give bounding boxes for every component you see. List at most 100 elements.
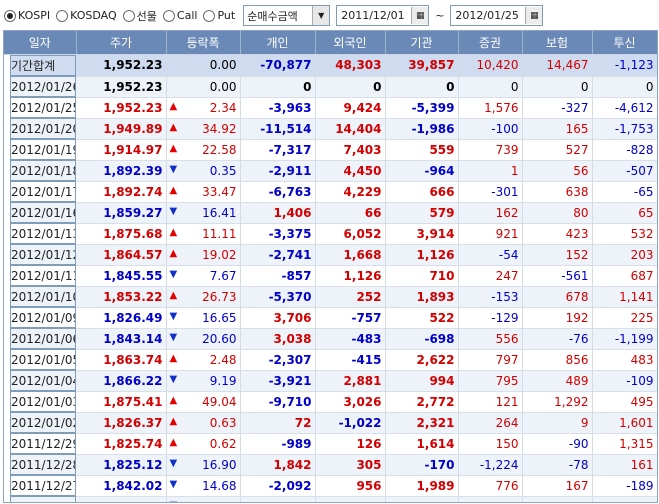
column-header[interactable]: 보험 (522, 31, 593, 55)
net-buy-cell: 10,420 (458, 54, 523, 77)
market-radio-kosdaq[interactable]: KOSDAQ (56, 8, 117, 24)
change-cell: 0.00 (166, 76, 241, 98)
net-buy-cell: -78 (522, 454, 593, 476)
net-buy-cell: 1,292 (522, 391, 593, 413)
net-buy-cell: 739 (458, 139, 523, 161)
table-row[interactable]: 2012/01/091,826.4916.653,706-757522-1291… (4, 307, 657, 329)
net-buy-cell: 225 (592, 307, 657, 329)
table-row[interactable]: 2012/01/051,863.742.48-2,307-4152,622797… (4, 349, 657, 371)
market-radio-선물[interactable]: 선물 (122, 8, 157, 24)
price-cell: 1,825.12 (76, 454, 167, 476)
column-header[interactable]: 주가 (76, 31, 167, 55)
column-header[interactable]: 기관 (385, 31, 459, 55)
net-buy-cell: -1,123 (592, 54, 657, 77)
net-buy-cell: -1,022 (315, 412, 386, 434)
net-buy-cell: -3,963 (240, 97, 316, 119)
column-header[interactable]: 일자 (4, 31, 77, 55)
net-buy-cell: 3,026 (315, 391, 386, 413)
net-buy-cell: 0 (385, 76, 459, 98)
market-radio-put[interactable]: Put (203, 8, 235, 24)
market-radio-label: 선물 (136, 9, 157, 23)
market-radio-group: KOSPI KOSDAQ 선물 Call Put (4, 8, 241, 24)
table-row[interactable]: 2012/01/111,845.557.67-8571,126710247-56… (4, 265, 657, 287)
table-row[interactable]: 2012/01/251,952.232.34-3,9639,424-5,3991… (4, 97, 657, 119)
net-buy-cell: 423 (522, 223, 593, 245)
column-header[interactable]: 외국인 (315, 31, 386, 55)
radio-unchecked-icon[interactable] (56, 9, 69, 22)
change-cell: 14.68 (166, 475, 241, 497)
change-cell: 22.58 (166, 139, 241, 161)
column-header[interactable]: 증권 (458, 31, 523, 55)
date-cell: 2012/01/11 (10, 265, 76, 286)
table-row[interactable]: 2012/01/131,875.6811.11-3,3756,0523,9149… (4, 223, 657, 245)
change-cell: 0.63 (166, 412, 241, 434)
table-row[interactable]: 2011/12/281,825.1216.901,842305-170-1,22… (4, 454, 657, 476)
calendar-icon[interactable]: ▦ (525, 7, 543, 24)
net-buy-cell: -561 (522, 265, 593, 287)
net-buy-cell: 638 (522, 181, 593, 203)
investor-flow-grid[interactable]: 일자 주가 등락폭 개인 외국인 기관 증권 보험 투신 기간합계 1,952.23 0.00 -70… (3, 30, 658, 503)
net-buy-cell: -54 (458, 244, 523, 266)
price-cell: 1,859.27 (76, 202, 167, 224)
column-header[interactable]: 등락폭 (166, 31, 241, 55)
change-cell: 0.35 (166, 160, 241, 182)
table-row[interactable]: 2012/01/041,866.229.19-3,9212,8819947954… (4, 370, 657, 392)
price-cell: 1,892.74 (76, 181, 167, 203)
period-total-row[interactable]: 기간합계 1,952.23 0.00 -70,877 48,303 39,857 10,42… (4, 54, 657, 77)
net-buy-cell: 856 (522, 349, 593, 371)
table-row[interactable]: 2012/01/171,892.7433.47-6,7634,229666-30… (4, 181, 657, 203)
column-header[interactable]: 투신 (592, 31, 657, 55)
net-buy-cell: 305 (315, 454, 386, 476)
start-date-field[interactable]: 2011/12/01 ▦ (336, 5, 430, 26)
metric-select[interactable]: 순매수금액 ▼ (243, 5, 331, 26)
net-buy-cell: 72 (240, 412, 316, 434)
net-buy-cell: 483 (592, 349, 657, 371)
table-row[interactable]: 2011/12/261,856.7010.52128819-53928235-5… (4, 496, 657, 502)
net-buy-cell: 0 (240, 76, 316, 98)
price-cell: 1,914.97 (76, 139, 167, 161)
net-buy-cell: 1,989 (385, 475, 459, 497)
column-header[interactable]: 개인 (240, 31, 316, 55)
net-buy-cell: -525 (592, 496, 657, 502)
radio-checked-icon[interactable] (4, 9, 16, 22)
table-row[interactable]: 2012/01/201,949.8934.92-11,51414,404-1,9… (4, 118, 657, 140)
table-row[interactable]: 2012/01/101,853.2226.73-5,3702521,893-15… (4, 286, 657, 308)
table-row[interactable]: 2012/01/26 1,952.23 0.00 0 0 0 0 0 0 (4, 76, 657, 98)
end-date-field[interactable]: 2012/01/25 ▦ (450, 5, 544, 26)
change-cell: 2.34 (166, 97, 241, 119)
radio-unchecked-icon[interactable] (162, 9, 175, 22)
net-buy-cell: 0 (522, 76, 593, 98)
price-cell: 1,949.89 (76, 118, 167, 140)
market-radio-call[interactable]: Call (162, 8, 197, 24)
net-buy-cell: -301 (458, 181, 523, 203)
net-buy-cell: 489 (522, 370, 593, 392)
table-row[interactable]: 2012/01/181,892.390.35-2,9114,450-964156… (4, 160, 657, 182)
radio-unchecked-icon[interactable] (203, 9, 216, 22)
price-cell: 1,875.41 (76, 391, 167, 413)
market-radio-kospi[interactable]: KOSPI (4, 8, 50, 24)
radio-unchecked-icon[interactable] (122, 9, 135, 22)
end-date-value[interactable]: 2012/01/25 (455, 9, 519, 22)
net-buy-cell: 2,881 (315, 370, 386, 392)
chevron-down-icon[interactable]: ▼ (312, 6, 330, 25)
net-buy-cell: 165 (522, 118, 593, 140)
table-row[interactable]: 2012/01/061,843.1420.603,038-483-698556-… (4, 328, 657, 350)
net-buy-cell: 1,668 (315, 244, 386, 266)
net-buy-cell: 795 (458, 370, 523, 392)
date-cell: 2012/01/20 (10, 118, 76, 139)
net-buy-cell: 80 (522, 202, 593, 224)
net-buy-cell: 532 (592, 223, 657, 245)
net-buy-cell: 1,406 (240, 202, 316, 224)
table-row[interactable]: 2011/12/291,825.740.62-9891261,614150-90… (4, 433, 657, 455)
calendar-icon[interactable]: ▦ (411, 7, 429, 24)
price-cell: 1,845.55 (76, 265, 167, 287)
table-row[interactable]: 2011/12/271,842.0214.68-2,0929561,989776… (4, 475, 657, 497)
table-row[interactable]: 2012/01/031,875.4149.04-9,7103,0262,7721… (4, 391, 657, 413)
net-buy-cell: 150 (458, 433, 523, 455)
table-row[interactable]: 2012/01/021,826.370.6372-1,0222,32126491… (4, 412, 657, 434)
start-date-value[interactable]: 2011/12/01 (341, 9, 405, 22)
price-cell: 1,826.49 (76, 307, 167, 329)
table-row[interactable]: 2012/01/191,914.9722.58-7,3177,403559739… (4, 139, 657, 161)
table-row[interactable]: 2012/01/121,864.5719.02-2,7411,6681,126-… (4, 244, 657, 266)
